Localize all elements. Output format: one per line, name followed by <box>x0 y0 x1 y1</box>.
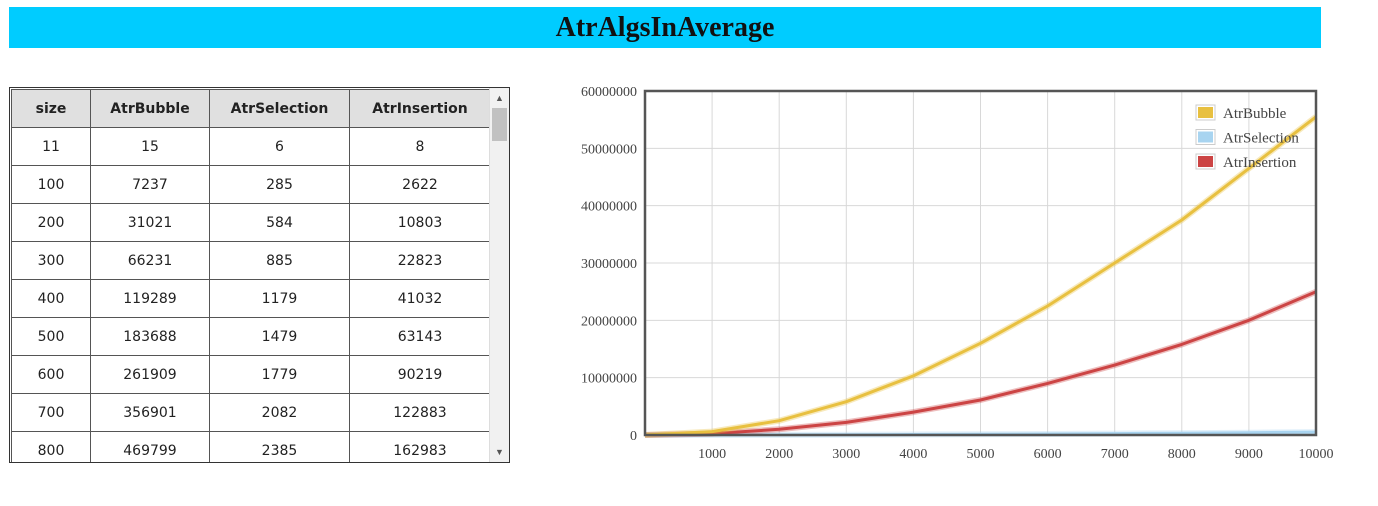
legend-swatch-atrbubble <box>1198 107 1213 118</box>
table-cell: 66231 <box>90 241 210 280</box>
table-cell: 183688 <box>90 317 210 356</box>
line-chart: 0 10000000 20000000 30000000 40000000 5000000… <box>581 85 1334 462</box>
x-tick-label: 7000 <box>1101 447 1129 462</box>
column-header-size: size <box>11 89 91 128</box>
y-axis-ticks: 0 10000000 20000000 30000000 40000000 5000000… <box>581 85 637 444</box>
table-cell: 800 <box>11 431 91 462</box>
table-cell: 2385 <box>209 431 350 462</box>
table-cell: 600 <box>11 355 91 394</box>
table-cell: 584 <box>209 203 350 242</box>
table-cell: 2622 <box>349 165 491 204</box>
scroll-thumb[interactable] <box>492 108 507 141</box>
table-cell: 1179 <box>209 279 350 318</box>
table-scrollbar[interactable]: ▲ ▼ <box>489 88 509 462</box>
table-cell: 285 <box>209 165 350 204</box>
legend-swatch-atrinsertion <box>1198 156 1213 167</box>
scroll-down-arrow-icon[interactable]: ▼ <box>495 447 504 457</box>
y-tick-label: 50000000 <box>581 142 637 157</box>
legend-label-atrbubble: AtrBubble <box>1223 106 1287 122</box>
table-cell: 7237 <box>90 165 210 204</box>
table-row: 500 183688 1479 63143 <box>11 317 491 356</box>
x-tick-label: 5000 <box>967 447 995 462</box>
table-cell: 100 <box>11 165 91 204</box>
results-table: size AtrBubble AtrSelection AtrInsertion… <box>11 89 491 462</box>
table-row: 800 469799 2385 162983 <box>11 431 491 462</box>
table-cell: 162983 <box>349 431 491 462</box>
series-line-atrbubble <box>644 115 1317 437</box>
table-row: 11 15 6 8 <box>11 127 491 166</box>
table-header-row: size AtrBubble AtrSelection AtrInsertion <box>11 89 491 128</box>
table-cell: 10803 <box>349 203 491 242</box>
column-header-atrbubble: AtrBubble <box>90 89 210 128</box>
chart-legend: AtrBubble AtrSelection AtrInsertion <box>1195 104 1299 171</box>
x-tick-label: 4000 <box>899 447 927 462</box>
table-row: 700 356901 2082 122883 <box>11 393 491 432</box>
x-tick-label: 8000 <box>1168 447 1196 462</box>
y-tick-label: 30000000 <box>581 257 637 272</box>
legend-label-atrinsertion: AtrInsertion <box>1223 155 1297 171</box>
x-tick-label: 1000 <box>698 447 726 462</box>
table-cell: 300 <box>11 241 91 280</box>
table-cell: 200 <box>11 203 91 242</box>
table-cell: 41032 <box>349 279 491 318</box>
y-tick-label: 20000000 <box>581 314 637 329</box>
x-tick-label: 3000 <box>832 447 860 462</box>
scroll-up-arrow-icon[interactable]: ▲ <box>495 93 504 103</box>
legend-label-atrselection: AtrSelection <box>1223 131 1299 147</box>
chart-grid <box>645 91 1316 435</box>
table-cell: 469799 <box>90 431 210 462</box>
page-title: AtrAlgsInAverage <box>555 11 775 43</box>
table-cell: 356901 <box>90 393 210 432</box>
results-table-panel[interactable]: size AtrBubble AtrSelection AtrInsertion… <box>9 87 510 463</box>
table-cell: 1779 <box>209 355 350 394</box>
table-cell: 122883 <box>349 393 491 432</box>
column-header-atrinsertion: AtrInsertion <box>349 89 491 128</box>
table-cell: 8 <box>349 127 491 166</box>
y-tick-label: 40000000 <box>581 200 637 215</box>
plot-frame <box>643 89 1318 437</box>
table-cell: 6 <box>209 127 350 166</box>
x-tick-label: 10000 <box>1299 447 1334 462</box>
x-tick-label: 9000 <box>1235 447 1263 462</box>
table-cell: 63143 <box>349 317 491 356</box>
table-row: 300 66231 885 22823 <box>11 241 491 280</box>
x-tick-label: 2000 <box>765 447 793 462</box>
table-cell: 885 <box>209 241 350 280</box>
y-tick-label: 10000000 <box>581 372 637 387</box>
table-cell: 261909 <box>90 355 210 394</box>
table-cell: 15 <box>90 127 210 166</box>
table-cell: 1479 <box>209 317 350 356</box>
table-cell: 22823 <box>349 241 491 280</box>
table-row: 600 261909 1779 90219 <box>11 355 491 394</box>
table-cell: 90219 <box>349 355 491 394</box>
y-tick-label: 0 <box>630 429 637 444</box>
table-row: 100 7237 285 2622 <box>11 165 491 204</box>
series-line-atrinsertion <box>644 290 1317 437</box>
x-tick-label: 6000 <box>1034 447 1062 462</box>
table-cell: 400 <box>11 279 91 318</box>
table-cell: 500 <box>11 317 91 356</box>
title-bar: AtrAlgsInAverage <box>9 7 1321 48</box>
table-cell: 11 <box>11 127 91 166</box>
column-header-atrselection: AtrSelection <box>209 89 350 128</box>
x-axis-ticks: 1000 2000 3000 4000 5000 6000 7000 8000 9000 1000… <box>698 447 1333 462</box>
table-row: 200 31021 584 10803 <box>11 203 491 242</box>
legend-swatch-atrselection <box>1198 131 1213 143</box>
table-cell: 119289 <box>90 279 210 318</box>
table-cell: 31021 <box>90 203 210 242</box>
table-cell: 2082 <box>209 393 350 432</box>
y-tick-label: 60000000 <box>581 85 637 100</box>
table-cell: 700 <box>11 393 91 432</box>
table-row: 400 119289 1179 41032 <box>11 279 491 318</box>
